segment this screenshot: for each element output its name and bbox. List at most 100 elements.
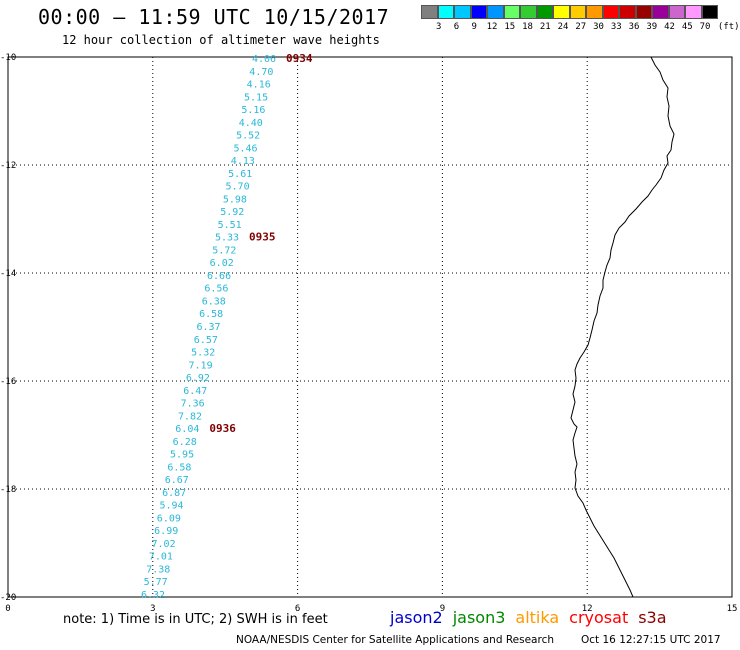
wave-height-label: 5.15 xyxy=(244,92,268,103)
footer-note: note: 1) Time is in UTC; 2) SWH is in fe… xyxy=(63,612,328,627)
colorbar-label: 9 xyxy=(471,22,477,32)
wave-height-label: 5.46 xyxy=(233,143,257,154)
credit-text: NOAA/NESDIS Center for Satellite Applica… xyxy=(236,634,554,646)
satellite-legend-jason2: jason2 xyxy=(390,608,443,627)
colorbar-label: 15 xyxy=(504,22,516,32)
longitude-tick-label: 15 xyxy=(727,604,738,614)
wave-height-label: 5.32 xyxy=(191,348,215,359)
colorbar-label: 33 xyxy=(610,22,622,32)
colorbar-swatch xyxy=(652,5,669,19)
colorbar-swatch xyxy=(619,5,636,19)
colorbar-swatch xyxy=(569,5,586,19)
longitude-tick-label: 0 xyxy=(5,604,10,614)
wave-height-label: 6.66 xyxy=(207,271,231,282)
colorbar-swatch xyxy=(536,5,553,19)
colorbar-label: 30 xyxy=(593,22,604,32)
colorbar-label: 3 xyxy=(436,22,442,32)
wave-height-label: 6.58 xyxy=(167,462,191,473)
wave-height-label: 7.02 xyxy=(152,539,176,550)
wave-height-label: 6.99 xyxy=(154,526,178,537)
longitude-tick-label: 9 xyxy=(440,604,445,614)
latitude-tick-label: -16 xyxy=(0,377,16,387)
wave-height-label: 7.38 xyxy=(146,564,170,575)
latitude-tick-label: -12 xyxy=(0,161,16,171)
colorbar-swatch xyxy=(635,5,652,19)
colorbar-label: 42 xyxy=(664,22,675,32)
latitude-tick-label: -14 xyxy=(0,269,16,279)
chart-title: 00:00 – 11:59 UTC 10/15/2017 xyxy=(38,5,390,29)
longitude-tick-label: 3 xyxy=(150,604,155,614)
colorbar-swatch xyxy=(487,5,504,19)
wave-height-label: 6.37 xyxy=(196,322,220,333)
wave-height-label: 5.33 xyxy=(215,233,239,244)
latitude-tick-label: -18 xyxy=(0,485,16,495)
wave-height-label: 5.72 xyxy=(212,245,236,256)
wave-height-label: 4.70 xyxy=(249,67,273,78)
wave-height-label: 6.56 xyxy=(204,284,228,295)
colorbar-swatch xyxy=(553,5,570,19)
longitude-tick-label: 6 xyxy=(295,604,300,614)
colorbar-swatch xyxy=(602,5,619,19)
colorbar-label: 21 xyxy=(539,22,551,32)
wave-height-label: 6.04 xyxy=(175,424,199,435)
colorbar-label: (ft) xyxy=(717,22,740,32)
colorbar-swatch xyxy=(503,5,520,19)
colorbar-label: 36 xyxy=(628,22,640,32)
wave-height-label: 4.16 xyxy=(247,80,271,91)
colorbar-swatch xyxy=(454,5,471,19)
satellite-legend-altika: altika xyxy=(515,608,560,627)
colorbar-swatch xyxy=(520,5,537,19)
wave-height-label: 7.01 xyxy=(149,552,173,563)
colorbar-label: 70 xyxy=(699,22,711,32)
colorbar-label: 45 xyxy=(681,22,693,32)
wave-height-label: 5.94 xyxy=(159,501,183,512)
colorbar-label: 6 xyxy=(453,22,460,32)
satellite-legend-jason3: jason3 xyxy=(452,608,506,627)
satellite-legend-s3a: s3a xyxy=(638,608,667,627)
wave-height-label: 4.06 xyxy=(252,54,276,65)
wave-height-label: 6.28 xyxy=(173,437,197,448)
colorbar-label: 18 xyxy=(522,22,533,32)
wave-height-label: 6.38 xyxy=(202,296,226,307)
latitude-tick-label: -10 xyxy=(0,53,16,63)
wave-height-label: 6.47 xyxy=(183,386,207,397)
colorbar-labels: 3 6 9 12 15 18 21 24 27 30 33 36 39 42 45 70 (ft) xyxy=(421,22,740,34)
colorbar-label: 24 xyxy=(557,22,569,32)
wave-height-label: 6.92 xyxy=(186,373,210,384)
colorbar-swatch xyxy=(437,5,454,19)
pass-time-label: 0934 xyxy=(286,52,313,65)
colorbar-label: 27 xyxy=(575,22,587,32)
coastline xyxy=(570,56,675,598)
chart-subtitle: 12 hour collection of altimeter wave hei… xyxy=(62,33,380,47)
satellite-legend: jason2 jason3 altika cryosat s3a xyxy=(390,608,677,627)
wave-height-label: 6.87 xyxy=(162,488,186,499)
pass-time-label: 0936 xyxy=(209,422,236,435)
wave-height-label: 4.13 xyxy=(231,156,255,167)
satellite-legend-cryosat: cryosat xyxy=(569,608,629,627)
wave-height-label: 5.92 xyxy=(220,207,244,218)
longitude-tick-label: 12 xyxy=(582,604,593,614)
wave-height-label: 5.52 xyxy=(236,131,260,142)
colorbar-swatch xyxy=(668,5,685,19)
wave-height-label: 6.02 xyxy=(210,258,234,269)
pass-time-label: 0935 xyxy=(249,231,276,244)
wave-height-label: 5.51 xyxy=(218,220,242,231)
wave-height-label: 7.19 xyxy=(189,360,213,371)
wave-height-label: 7.36 xyxy=(181,399,205,410)
wave-height-label: 6.09 xyxy=(157,513,181,524)
wave-height-colorbar xyxy=(421,5,718,19)
latitude-tick-label: -20 xyxy=(0,593,16,603)
colorbar-label: 12 xyxy=(486,22,498,32)
wave-height-label: 5.61 xyxy=(228,169,252,180)
wave-height-label: 5.95 xyxy=(170,450,194,461)
wave-height-label: 5.16 xyxy=(241,105,265,116)
colorbar-swatch xyxy=(421,5,438,19)
colorbar-swatch xyxy=(586,5,603,19)
colorbar-swatch xyxy=(470,5,487,19)
wave-height-label: 6.67 xyxy=(165,475,189,486)
wave-height-label: 6.58 xyxy=(199,309,223,320)
map-frame xyxy=(7,56,733,598)
wave-height-label: 7.82 xyxy=(178,411,202,422)
colorbar-swatch xyxy=(701,5,718,19)
